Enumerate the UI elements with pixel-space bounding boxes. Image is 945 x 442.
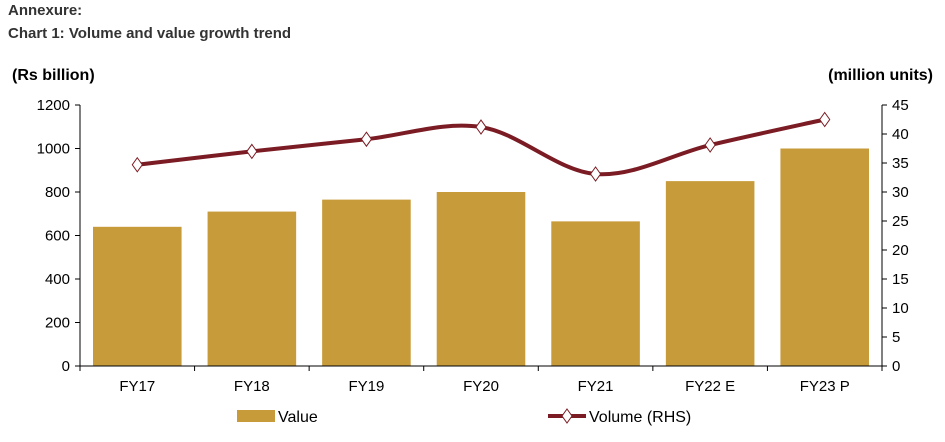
- x-tick-label: FY20: [463, 378, 499, 395]
- volume-marker-FY17: [131, 156, 143, 173]
- x-tick-label: FY22 E: [685, 378, 735, 395]
- y-left-tick-label: 800: [45, 184, 70, 201]
- y-left-label: (Rs billion): [12, 67, 95, 84]
- y-right-label: (million units): [828, 67, 933, 84]
- x-tick-label: FY18: [234, 378, 270, 395]
- y-right-tick-label: 0: [892, 358, 900, 375]
- y-left-tick-label: 200: [45, 315, 70, 332]
- volume-marker-FY23 P: [819, 111, 831, 128]
- y-right-tick-label: 30: [892, 184, 909, 201]
- y-right-tick-label: 10: [892, 300, 909, 317]
- x-tick-label: FY23 P: [800, 378, 850, 395]
- bar-FY17: [93, 226, 182, 366]
- y-left-tick-label: 400: [45, 271, 70, 288]
- x-tick-label: FY21: [578, 378, 614, 395]
- volume-marker-FY18: [246, 143, 258, 160]
- y-right-tick-label: 45: [892, 97, 909, 114]
- volume-marker-FY19: [360, 131, 373, 148]
- y-right-tick-label: 5: [892, 329, 900, 346]
- bar-FY18: [207, 211, 297, 366]
- legend-volume-marker: [561, 408, 573, 424]
- y-right-tick-label: 25: [892, 213, 909, 230]
- y-right-tick-label: 40: [892, 126, 909, 143]
- bar-FY19: [322, 199, 411, 366]
- volume-marker-FY21: [589, 166, 602, 182]
- bar-FY21: [551, 221, 640, 366]
- bar-FY23 P: [780, 148, 869, 366]
- legend-value-swatch: [237, 410, 275, 422]
- y-right-tick-label: 35: [892, 155, 909, 172]
- legend-volume-label: Volume (RHS): [589, 409, 691, 426]
- x-tick-label: FY19: [348, 378, 384, 395]
- volume-marker-FY22 E: [704, 137, 716, 153]
- y-left-tick-label: 1000: [37, 141, 70, 158]
- y-left-tick-label: 1200: [37, 97, 70, 114]
- chart-title: Chart 1: Volume and value growth trend: [8, 25, 292, 42]
- legend-value-label: Value: [278, 409, 318, 426]
- bar-FY22 E: [665, 181, 755, 366]
- y-left-tick-label: 600: [45, 228, 70, 245]
- volume-marker-FY20: [475, 119, 487, 135]
- y-left-tick-label: 0: [62, 358, 70, 375]
- y-right-tick-label: 20: [892, 242, 909, 259]
- annexure-label: Annexure:: [8, 2, 83, 19]
- bar-FY20: [436, 192, 526, 366]
- x-tick-label: FY17: [119, 378, 155, 395]
- y-right-tick-label: 15: [892, 271, 909, 288]
